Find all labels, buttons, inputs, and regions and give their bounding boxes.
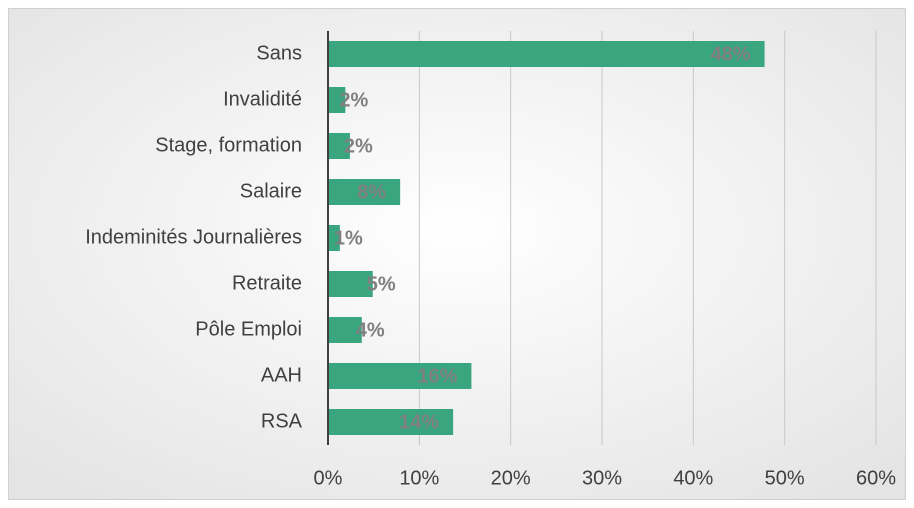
chart-frame [8, 8, 906, 500]
data-label: 8% [357, 181, 386, 203]
y-tick-label: Sans [256, 42, 302, 64]
y-tick-label: Invalidité [223, 88, 302, 110]
y-tick-label: AAH [261, 364, 302, 386]
data-label: 4% [356, 319, 385, 341]
data-label: 1% [334, 227, 363, 249]
y-tick-label: Retraite [232, 272, 302, 294]
x-tick-label: 30% [582, 467, 622, 489]
bar [328, 179, 401, 205]
data-label: 2% [339, 89, 368, 111]
data-label: 5% [367, 273, 396, 295]
y-tick-label: RSA [261, 410, 303, 432]
bar [328, 87, 346, 113]
x-tick-label: 10% [399, 467, 439, 489]
x-tick-label: 20% [491, 467, 531, 489]
bar [328, 409, 454, 435]
bar [328, 133, 350, 159]
bar [328, 41, 765, 67]
y-tick-label: Pôle Emploi [195, 318, 302, 340]
y-tick-label: Stage, formation [155, 134, 302, 156]
bar [328, 317, 362, 343]
bar [328, 271, 373, 297]
y-tick-label: Indeminités Journalières [85, 226, 302, 248]
data-label: 48% [711, 43, 751, 65]
bar [328, 225, 340, 251]
x-tick-label: 60% [856, 467, 896, 489]
x-tick-label: 40% [673, 467, 713, 489]
x-tick-label: 0% [314, 467, 343, 489]
data-label: 16% [417, 365, 457, 387]
bar [328, 363, 472, 389]
data-label: 2% [344, 135, 373, 157]
data-label: 14% [399, 411, 439, 433]
y-tick-label: Salaire [240, 180, 302, 202]
x-tick-label: 50% [765, 467, 805, 489]
